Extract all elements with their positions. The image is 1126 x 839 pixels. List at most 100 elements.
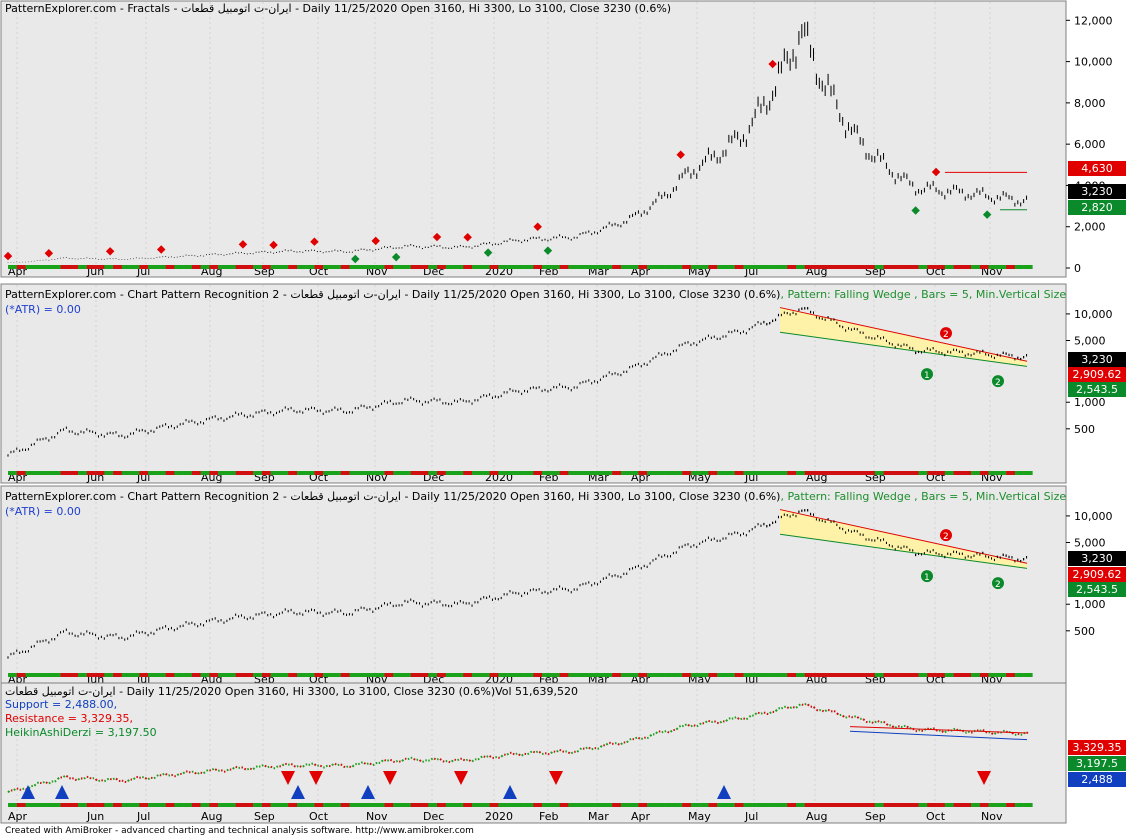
heikin-ashi-bar [413,757,416,761]
pattern-2-tag-upper: 2,909.62 [1068,567,1126,582]
sr-tag-support: 2,488 [1068,772,1126,787]
heikin-ashi-bar [106,777,110,781]
heikin-ashi-bar [165,772,168,776]
trend-strip-segment [34,471,44,475]
sell-signal-triangle [977,771,991,785]
trend-strip-segment [874,265,884,269]
trend-strip-segment [831,673,841,677]
trend-strip-segment [43,471,53,475]
trend-strip-segment [866,673,876,677]
trend-strip-segment [366,265,376,269]
trend-strip-segment [699,803,709,807]
heikin-ashi-bar [418,759,422,763]
trend-strip-segment [375,471,385,475]
trend-strip-segment [594,265,604,269]
trend-strip-segment [743,265,753,269]
trend-strip-segment [568,471,578,475]
trend-strip-segment [585,471,595,475]
trend-strip-segment [1006,471,1016,475]
trend-strip-segment [673,265,683,269]
trend-strip-segment [752,471,762,475]
trend-strip-segment [148,803,158,807]
heikin-ashi-bar [865,720,868,724]
trend-strip-segment [533,673,543,677]
heikin-ashi-bar [156,774,159,777]
trend-strip-segment [909,265,919,269]
heikin-ashi-bar [302,764,305,768]
trend-strip-segment [401,471,411,475]
heikin-ashi-bar [556,749,559,753]
heikin-ashi-bar [462,758,466,762]
heikin-ashi-bar [821,709,825,713]
trend-strip-segment [8,673,17,677]
heikin-ashi-bar [649,734,653,737]
trend-strip-segment [393,471,403,475]
trend-strip-segment [410,265,420,269]
trend-strip-segment [857,673,867,677]
heikin-ashi-bar [699,722,702,726]
trend-strip-segment [647,265,657,269]
trend-strip-segment [620,471,630,475]
heikin-ashi-bar [690,724,693,728]
fractal-up-marker [310,237,319,246]
trend-strip-segment [480,265,490,269]
trend-strip-segment [1023,673,1033,677]
trend-strip-segment [235,803,245,807]
heikin-ashi-bar [655,731,659,735]
heikin-ashi-bar [769,711,772,715]
trend-strip-segment [550,803,560,807]
heikin-ashi-bar [687,723,691,727]
heikin-ashi-bar [98,779,101,783]
trend-strip-segment [472,803,482,807]
trend-strip-segment [437,673,447,677]
trend-strip-segment [226,803,236,807]
heikin-ashi-bar [827,708,830,712]
heikin-ashi-bar [489,755,492,758]
pattern-pane-1: Apr Jun Jul Aug Sep Oct Nov Dec 2020 Feb Mar Apr May… [0,283,1126,484]
sr-header: ایران‌-ت اتومبیل قطعات - Daily 11/25/202… [5,685,579,698]
trend-strip-segment [358,673,368,677]
trend-strip-segment [673,673,683,677]
heikin-ashi-bar [56,777,60,780]
fractals-pane: Apr Jun Jul Aug Sep Oct Nov Dec 2020 Feb Mar Apr May… [0,0,1126,278]
pattern-chart-1: Apr Jun Jul Aug Sep Oct Nov Dec 2020 Feb Mar Apr May… [0,283,1113,484]
heikin-ashi-bar [634,736,638,740]
pattern-2-title: PatternExplorer.com - Chart Pattern Reco… [5,490,781,503]
heikin-ashi-bar [77,777,81,781]
trend-strip-segment [620,265,630,269]
heikin-ashi-bar [891,725,895,728]
trend-strip-segment [839,265,849,269]
fractal-up-marker [432,232,442,242]
trend-strip-segment [314,803,324,807]
trend-strip-segment [550,471,560,475]
y-tick-label: 2,000 [1074,221,1106,234]
y-tick-label: 1,000 [1074,396,1106,409]
trend-strip-segment [936,673,946,677]
trend-strip-segment [113,471,123,475]
trend-strip-segment [463,471,473,475]
trend-strip-segment [918,471,928,475]
trend-strip-segment [839,471,849,475]
heikin-ashi-bar [795,705,799,709]
trend-strip-segment [568,803,578,807]
pattern-1-header: PatternExplorer.com - Chart Pattern Reco… [5,288,1066,301]
heikin-ashi-bar [369,762,372,766]
trend-strip-segment [568,673,578,677]
trend-strip-segment [874,673,884,677]
heikin-ashi-bar [550,751,553,754]
heikin-ashi-bar [824,709,828,713]
heikin-ashi-bar [293,764,297,768]
month-label: May [688,810,711,823]
trend-strip-segment [34,803,44,807]
heikin-ashi-bar [281,763,285,767]
trend-strip-segment [349,673,359,677]
fractal-down-marker [391,252,401,262]
heikin-ashi-bar [126,779,130,782]
trend-strip-segment [358,471,368,475]
sell-signal-triangle [309,771,323,785]
support-line [849,730,1028,741]
sr-tag-resistance: 3,329.35 [1068,740,1126,755]
trend-strip-segment [209,673,219,677]
trend-strip-segment [296,803,306,807]
heikin-ashi-bar [757,711,760,715]
